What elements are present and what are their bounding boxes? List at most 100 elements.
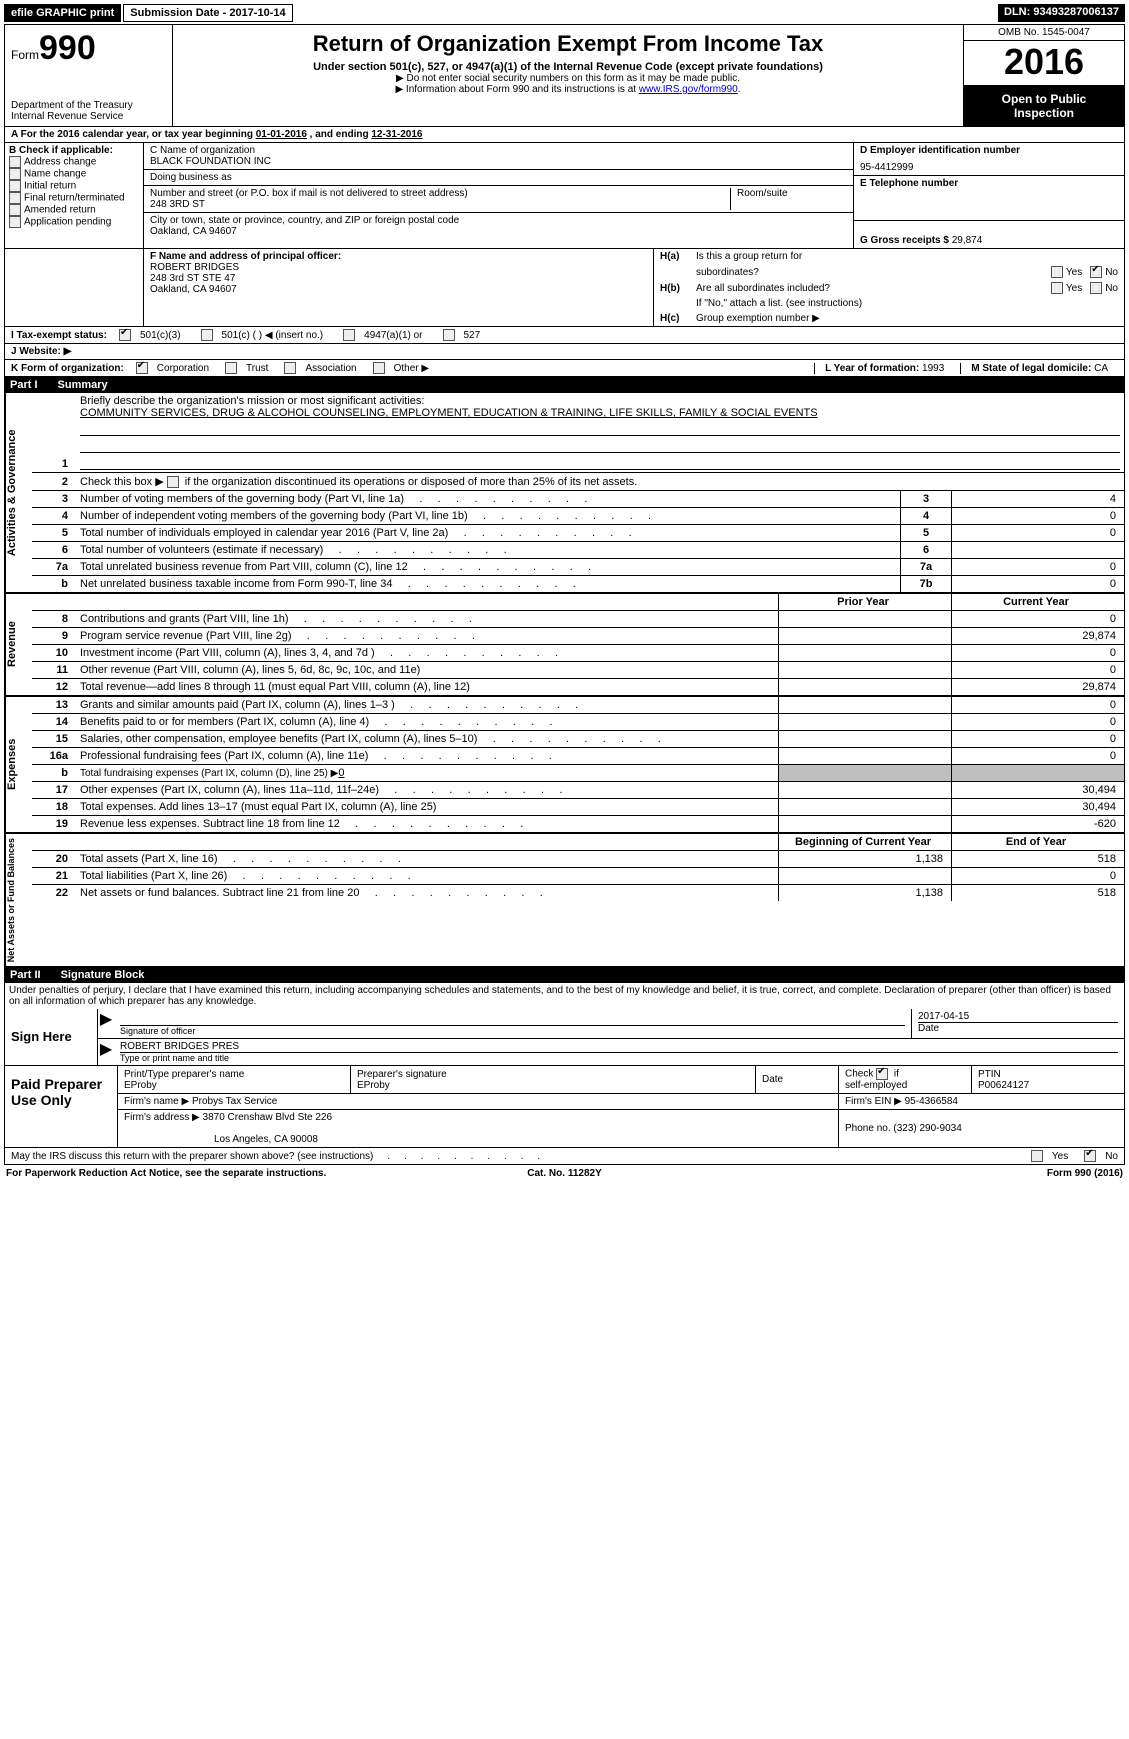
opt-trust: Trust (246, 363, 268, 374)
l2-text-pre: Check this box ▶ (80, 476, 167, 488)
col-h: H(a) Is this a group return for subordin… (654, 249, 1124, 326)
discuss-yes: Yes (1052, 1151, 1068, 1162)
l6-text: Total number of volunteers (estimate if … (76, 542, 901, 559)
l5-val: 0 (952, 525, 1125, 542)
l17-prior (779, 782, 952, 799)
checkbox-association[interactable] (284, 362, 296, 374)
paid-preparer-block: Paid Preparer Use Only Print/Type prepar… (4, 1066, 1125, 1148)
l18-text: Total expenses. Add lines 13–17 (must eq… (76, 799, 779, 816)
officer-addr1: 248 3rd ST STE 47 (150, 273, 647, 284)
footer-right: Form 990 (2016) (1047, 1168, 1123, 1179)
l17-curr: 30,494 (952, 782, 1125, 799)
checkbox-4947[interactable] (343, 329, 355, 341)
cell-officer: F Name and address of principal officer:… (144, 249, 653, 297)
l1-num: 1 (32, 393, 76, 473)
l13-prior (779, 697, 952, 714)
l16b-text: Total fundraising expenses (Part IX, col… (80, 768, 338, 779)
l7b-box: 7b (901, 576, 952, 593)
l20-num: 20 (32, 851, 76, 868)
checkbox-hb-no[interactable] (1090, 282, 1102, 294)
row-k-label: K Form of organization: (11, 363, 124, 374)
l18-num: 18 (32, 799, 76, 816)
checkbox-discuss-no[interactable] (1084, 1150, 1096, 1162)
checkbox-trust[interactable] (225, 362, 237, 374)
submission-value: 2017-10-14 (229, 7, 285, 19)
checkbox-address-change[interactable] (9, 156, 21, 168)
l3-val: 4 (952, 491, 1125, 508)
ha-label: H(a) (660, 251, 696, 262)
net-assets-table: Beginning of Current YearEnd of Year 20T… (32, 834, 1124, 966)
firm-name-cell: Firm's name ▶ Probys Tax Service (118, 1094, 839, 1110)
tax-year: 2016 (964, 41, 1124, 86)
hdr-prior-year: Prior Year (779, 594, 952, 611)
checkbox-discuss-yes[interactable] (1031, 1150, 1043, 1162)
l19-prior (779, 816, 952, 833)
hdr-end-year: End of Year (952, 834, 1125, 851)
checkbox-application-pending[interactable] (9, 216, 21, 228)
prep-name-cell: Print/Type preparer's nameEProby (118, 1066, 351, 1094)
checkbox-name-change[interactable] (9, 168, 21, 180)
lbl-name-change: Name change (24, 169, 86, 180)
checkbox-501c[interactable] (201, 329, 213, 341)
checkbox-amended-return[interactable] (9, 204, 21, 216)
checkbox-initial-return[interactable] (9, 180, 21, 192)
open-to-public: Open to Public Inspection (964, 86, 1124, 126)
checkbox-discontinued[interactable] (167, 476, 179, 488)
l7a-text: Total unrelated business revenue from Pa… (76, 559, 901, 576)
signature-line[interactable] (120, 1011, 905, 1026)
lbl-amended-return: Amended return (24, 205, 96, 216)
checkbox-other[interactable] (373, 362, 385, 374)
ha-text: Is this a group return for (696, 251, 1118, 262)
checkbox-527[interactable] (443, 329, 455, 341)
cell-phone: E Telephone number (854, 176, 1124, 221)
checkbox-corporation[interactable] (136, 362, 148, 374)
l1-underline2 (80, 438, 1120, 453)
checkbox-hb-yes[interactable] (1051, 282, 1063, 294)
l9-num: 9 (32, 628, 76, 645)
l21-text: Total liabilities (Part X, line 26) (76, 868, 779, 885)
l2-num: 2 (32, 473, 76, 491)
checkbox-ha-no[interactable] (1090, 266, 1102, 278)
row-a-mid: , and ending (310, 129, 372, 140)
net-hdr-spacer2 (76, 834, 779, 851)
cell-street: Number and street (or P.O. box if mail i… (144, 186, 853, 213)
h-a2: subordinates? Yes No (654, 264, 1124, 280)
sign-arrow-1: ▶ (98, 1009, 114, 1038)
l17-num: 17 (32, 782, 76, 799)
l15-prior (779, 731, 952, 748)
l14-prior (779, 714, 952, 731)
efile-print-button[interactable]: efile GRAPHIC print (4, 4, 121, 22)
checkbox-final-return[interactable] (9, 192, 21, 204)
ein-label: D Employer identification number (860, 145, 1118, 156)
submission-date: Submission Date - 2017-10-14 (123, 4, 292, 22)
checkbox-self-employed[interactable] (876, 1068, 888, 1080)
l18-curr: 30,494 (952, 799, 1125, 816)
checkbox-501c3[interactable] (119, 329, 131, 341)
ein-value: 95-4412999 (860, 156, 1118, 173)
cell-gross: G Gross receipts $ 29,874 (854, 221, 1124, 248)
discuss-no: No (1105, 1151, 1118, 1162)
print-name-field: ROBERT BRIDGES PRES Type or print name a… (114, 1039, 1124, 1065)
lbl-address-change: Address change (24, 157, 96, 168)
lbl-initial-return: Initial return (24, 181, 76, 192)
street-label: Number and street (or P.O. box if mail i… (150, 188, 730, 199)
l8-num: 8 (32, 611, 76, 628)
open-line1: Open to Public (968, 92, 1120, 106)
net-hdr-spacer1 (32, 834, 76, 851)
l14-curr: 0 (952, 714, 1125, 731)
l17-text: Other expenses (Part IX, column (A), lin… (76, 782, 779, 799)
section-governance: Activities & Governance 1 Briefly descri… (4, 393, 1125, 592)
col-d: D Employer identification number 95-4412… (854, 143, 1124, 248)
l7b-val: 0 (952, 576, 1125, 593)
signature-caption: Signature of officer (120, 1026, 905, 1036)
l16b-prior-grey (779, 765, 952, 782)
l4-text: Number of independent voting members of … (76, 508, 901, 525)
l11-num: 11 (32, 662, 76, 679)
section-expenses: Expenses 13Grants and similar amounts pa… (4, 695, 1125, 832)
prep-name-value: EProby (124, 1080, 344, 1091)
dln-label: DLN: (1004, 6, 1033, 18)
l4-num: 4 (32, 508, 76, 525)
irs-link[interactable]: www.IRS.gov/form990 (639, 84, 738, 95)
l4-val: 0 (952, 508, 1125, 525)
checkbox-ha-yes[interactable] (1051, 266, 1063, 278)
